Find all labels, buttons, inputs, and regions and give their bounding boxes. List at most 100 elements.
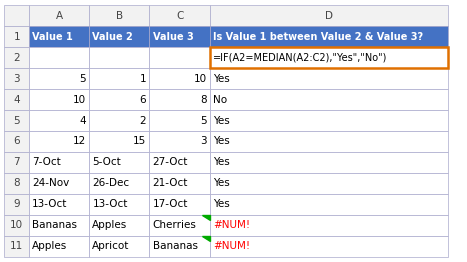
Text: 15: 15 (133, 137, 146, 146)
Bar (210, 236, 448, 257)
Text: C: C (176, 11, 183, 21)
Bar (210, 68, 448, 89)
Bar (5, 26, 29, 47)
Bar (149, 152, 210, 173)
Text: Apricot: Apricot (92, 241, 130, 251)
Bar (210, 47, 448, 68)
Text: 24-Nov: 24-Nov (32, 178, 70, 188)
Bar (29, 215, 89, 236)
Bar (5, 89, 29, 110)
Text: 11: 11 (10, 241, 23, 251)
Text: 4: 4 (79, 116, 86, 125)
Text: #NUM!: #NUM! (213, 220, 250, 230)
Bar (29, 152, 89, 173)
Text: 6: 6 (14, 137, 20, 146)
Bar (149, 131, 210, 152)
Text: Yes: Yes (213, 178, 230, 188)
Bar (29, 89, 89, 110)
Text: 9: 9 (14, 199, 20, 209)
Bar (29, 5, 89, 26)
Bar (149, 5, 210, 26)
Text: 5: 5 (14, 116, 20, 125)
Text: 1: 1 (140, 74, 146, 84)
Text: Cherries: Cherries (153, 220, 197, 230)
Bar (149, 110, 210, 131)
Bar (149, 236, 210, 257)
Text: =IF(A2=MEDIAN(A2:C2),"Yes","No"): =IF(A2=MEDIAN(A2:C2),"Yes","No") (213, 53, 387, 63)
Bar (210, 173, 448, 194)
Bar (149, 47, 210, 68)
Bar (89, 26, 149, 47)
Text: 13-Oct: 13-Oct (32, 199, 68, 209)
Bar (5, 215, 29, 236)
Text: Yes: Yes (213, 137, 230, 146)
Bar (29, 47, 89, 68)
Bar (149, 194, 210, 215)
Text: 10: 10 (73, 95, 86, 105)
Bar (5, 152, 29, 173)
Bar (29, 110, 89, 131)
Bar (210, 215, 448, 236)
Text: 12: 12 (73, 137, 86, 146)
Text: 2: 2 (140, 116, 146, 125)
Text: 27-Oct: 27-Oct (153, 157, 188, 167)
Text: A: A (56, 11, 63, 21)
Text: Is Value 1 between Value 2 & Value 3?: Is Value 1 between Value 2 & Value 3? (213, 32, 423, 42)
Text: 26-Dec: 26-Dec (92, 178, 129, 188)
Text: 10: 10 (10, 220, 23, 230)
Bar (210, 131, 448, 152)
Bar (210, 110, 448, 131)
Bar (29, 68, 89, 89)
Text: 4: 4 (14, 95, 20, 105)
Text: No: No (213, 95, 227, 105)
Bar (210, 194, 448, 215)
Bar (5, 110, 29, 131)
Text: #NUM!: #NUM! (213, 241, 250, 251)
Bar (89, 47, 149, 68)
Text: 8: 8 (200, 95, 206, 105)
Text: Yes: Yes (213, 199, 230, 209)
Bar (5, 194, 29, 215)
Text: Value 3: Value 3 (153, 32, 193, 42)
Text: Apples: Apples (92, 220, 127, 230)
Bar (89, 131, 149, 152)
Text: D: D (325, 11, 333, 21)
Text: 17-Oct: 17-Oct (153, 199, 188, 209)
Bar (5, 68, 29, 89)
Bar (89, 152, 149, 173)
Text: Apples: Apples (32, 241, 67, 251)
Bar (149, 173, 210, 194)
Text: 21-Oct: 21-Oct (153, 178, 188, 188)
Text: Yes: Yes (213, 116, 230, 125)
Bar (89, 236, 149, 257)
Bar (89, 173, 149, 194)
Bar (149, 26, 210, 47)
Bar (5, 5, 29, 26)
Text: Bananas: Bananas (153, 241, 198, 251)
Text: 2: 2 (14, 53, 20, 63)
Bar (5, 131, 29, 152)
Text: 13-Oct: 13-Oct (92, 199, 128, 209)
Bar (89, 110, 149, 131)
Bar (89, 68, 149, 89)
Text: 7-Oct: 7-Oct (32, 157, 61, 167)
Text: 8: 8 (14, 178, 20, 188)
Text: 5: 5 (79, 74, 86, 84)
Bar (29, 236, 89, 257)
Bar (149, 68, 210, 89)
Text: 6: 6 (140, 95, 146, 105)
Text: =IF(A2=MEDIAN(A2:C2),"Yes","No"): =IF(A2=MEDIAN(A2:C2),"Yes","No") (213, 53, 391, 63)
Bar (89, 215, 149, 236)
Bar (149, 89, 210, 110)
Bar (210, 5, 448, 26)
Bar (5, 236, 29, 257)
Bar (210, 47, 448, 68)
Text: 3: 3 (14, 74, 20, 84)
Text: Bananas: Bananas (32, 220, 77, 230)
Bar (29, 173, 89, 194)
Bar (5, 47, 29, 68)
Bar (149, 215, 210, 236)
Bar (210, 152, 448, 173)
Text: 5-Oct: 5-Oct (92, 157, 121, 167)
Bar (210, 89, 448, 110)
